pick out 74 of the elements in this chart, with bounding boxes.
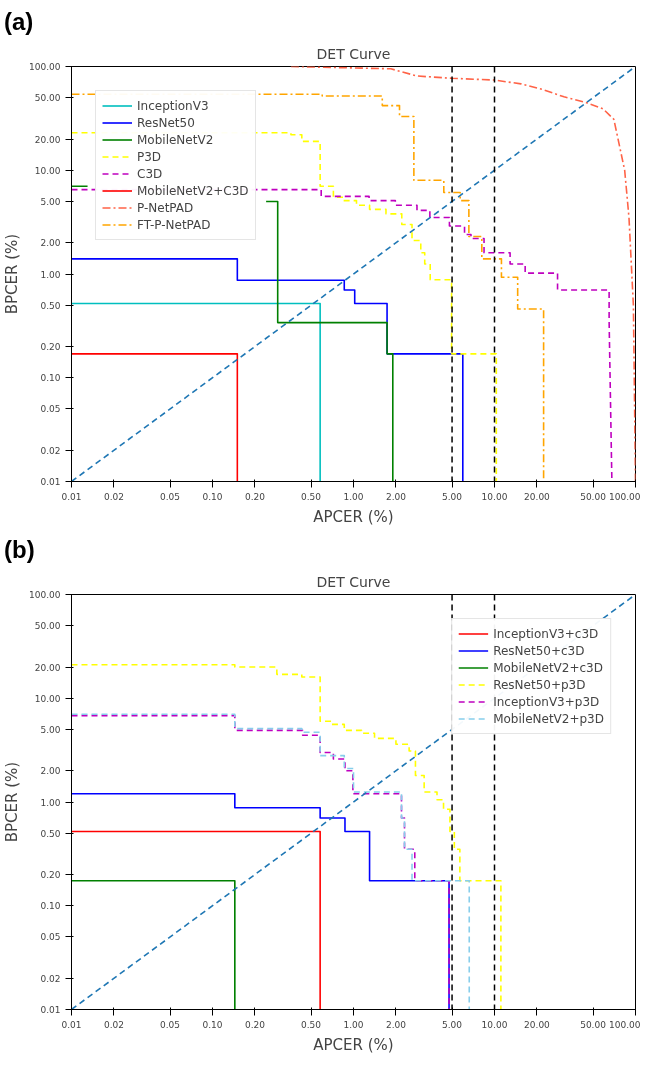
y-tick-label: 0.05 <box>40 404 61 415</box>
legend-label: P3D <box>137 148 162 165</box>
x-tick-label: 0.05 <box>160 1019 181 1030</box>
x-tick-label: 5.00 <box>442 491 463 502</box>
y-tick-label: 0.01 <box>40 477 61 487</box>
x-tick-label: 100.00 <box>609 491 641 502</box>
legend-label: MobileNetV2 <box>137 131 214 148</box>
x-tick-label: 20.00 <box>524 491 551 502</box>
y-tick-label: 0.50 <box>40 828 61 839</box>
y-tick-label: 0.02 <box>40 973 61 984</box>
y-tick-label: 1.00 <box>40 269 61 280</box>
x-tick-label: 0.10 <box>202 491 223 502</box>
legend-label: MobileNetV2+p3D <box>493 710 604 727</box>
y-tick-label: 2.00 <box>40 766 61 777</box>
x-axis-title: APCER (%) <box>313 507 394 526</box>
x-tick-label: 10.00 <box>481 491 508 502</box>
y-tick-label: 100.00 <box>29 590 61 600</box>
x-tick-label: 0.02 <box>103 1019 124 1030</box>
y-tick-label: 0.20 <box>40 342 61 353</box>
y-tick-label: 0.20 <box>40 870 61 881</box>
x-tick-label: 0.50 <box>301 1019 322 1030</box>
y-tick-label: 0.10 <box>40 901 61 912</box>
legend-label: MobileNetV2+C3D <box>137 182 249 199</box>
y-tick-label: 0.02 <box>40 445 61 456</box>
chart-title: DET Curve <box>316 573 391 590</box>
y-tick-label: 0.10 <box>40 373 61 384</box>
y-tick-label: 1.00 <box>40 797 61 808</box>
y-tick-label: 20.00 <box>34 662 61 673</box>
y-tick-label: 0.05 <box>40 932 61 943</box>
x-tick-label: 0.10 <box>202 1019 223 1030</box>
x-tick-label: 1.00 <box>343 491 364 502</box>
x-tick-label: 20.00 <box>524 1019 551 1030</box>
legend-label: C3D <box>137 165 163 182</box>
legend-label: InceptionV3 <box>137 97 209 114</box>
x-tick-label: 5.00 <box>442 1019 463 1030</box>
x-tick-label: 2.00 <box>385 1019 407 1030</box>
y-tick-label: 10.00 <box>34 165 61 176</box>
x-axis-title: APCER (%) <box>313 1035 394 1054</box>
x-tick-label: 0.02 <box>103 491 124 502</box>
y-tick-label: 5.00 <box>40 724 61 735</box>
y-tick-label: 20.00 <box>34 134 61 145</box>
x-tick-label: 2.00 <box>385 491 407 502</box>
x-tick-label: 0.20 <box>244 491 266 502</box>
legend-label: ResNet50 <box>137 114 195 131</box>
x-tick-label: 0.01 <box>61 1019 82 1030</box>
x-tick-label: 0.01 <box>61 491 82 502</box>
x-tick-label: 1.00 <box>343 1019 364 1030</box>
y-tick-label: 100.00 <box>29 62 61 72</box>
y-tick-label: 50.00 <box>34 621 61 632</box>
legend-label: ResNet50+p3D <box>493 676 586 693</box>
x-tick-label: 0.20 <box>244 1019 266 1030</box>
y-tick-label: 50.00 <box>34 93 61 104</box>
chart-title: DET Curve <box>316 45 391 62</box>
x-tick-label: 0.50 <box>301 491 322 502</box>
y-tick-label: 5.00 <box>40 196 61 207</box>
y-tick-label: 0.50 <box>40 300 61 311</box>
x-tick-label: 50.00 <box>580 1019 607 1030</box>
x-tick-label: 0.05 <box>160 491 181 502</box>
legend-label: P-NetPAD <box>137 199 194 216</box>
y-tick-label: 0.01 <box>40 1005 61 1015</box>
y-tick-label: 10.00 <box>34 693 61 704</box>
y-axis-title: BPCER (%) <box>3 761 22 843</box>
legend-label: ResNet50+c3D <box>493 642 585 659</box>
legend-label: FT-P-NetPAD <box>137 216 211 233</box>
y-axis-title: BPCER (%) <box>3 233 22 315</box>
y-tick-label: 2.00 <box>40 238 61 249</box>
legend-label: MobileNetV2+c3D <box>493 659 603 676</box>
legend-label: InceptionV3+c3D <box>493 625 599 642</box>
x-tick-label: 100.00 <box>609 1019 641 1030</box>
x-tick-label: 10.00 <box>481 1019 508 1030</box>
x-tick-label: 50.00 <box>580 491 607 502</box>
legend-label: InceptionV3+p3D <box>493 693 600 710</box>
text: (a) <box>4 7 34 37</box>
text: (b) <box>4 535 35 565</box>
